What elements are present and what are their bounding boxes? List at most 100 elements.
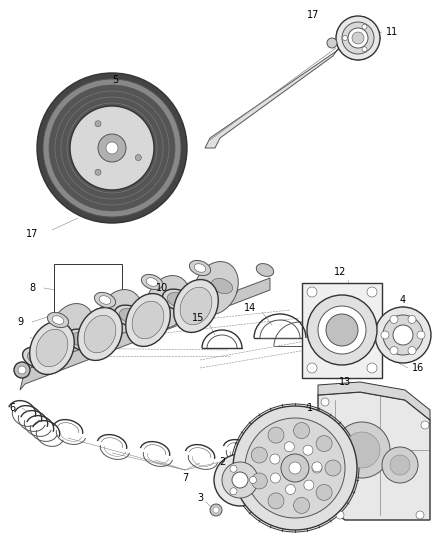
Circle shape <box>316 484 332 500</box>
Ellipse shape <box>95 293 116 308</box>
Circle shape <box>281 454 309 482</box>
Circle shape <box>245 418 345 518</box>
Circle shape <box>343 36 347 41</box>
Circle shape <box>268 493 284 509</box>
Text: 17: 17 <box>26 229 38 239</box>
Ellipse shape <box>212 278 233 294</box>
Ellipse shape <box>98 289 142 343</box>
Circle shape <box>135 155 141 160</box>
Text: 10: 10 <box>156 283 168 293</box>
Circle shape <box>98 134 126 162</box>
Circle shape <box>213 507 219 513</box>
Circle shape <box>344 432 380 468</box>
Circle shape <box>293 423 310 439</box>
Circle shape <box>230 488 237 495</box>
Circle shape <box>303 445 313 455</box>
Circle shape <box>106 142 118 154</box>
Circle shape <box>381 331 389 339</box>
Text: 2: 2 <box>219 457 225 467</box>
Circle shape <box>307 363 317 373</box>
Circle shape <box>312 462 322 472</box>
Text: 9: 9 <box>17 317 23 327</box>
Ellipse shape <box>67 329 97 351</box>
Circle shape <box>367 363 377 373</box>
Bar <box>54 264 122 326</box>
Ellipse shape <box>174 279 218 333</box>
Text: 8: 8 <box>29 283 35 293</box>
Circle shape <box>222 462 258 498</box>
Circle shape <box>270 454 280 464</box>
Ellipse shape <box>49 304 94 357</box>
Circle shape <box>334 422 390 478</box>
Circle shape <box>408 316 416 324</box>
Ellipse shape <box>78 308 122 360</box>
Circle shape <box>382 447 418 483</box>
Circle shape <box>348 28 368 48</box>
Circle shape <box>316 435 332 451</box>
Circle shape <box>421 421 429 429</box>
Circle shape <box>390 455 410 475</box>
Ellipse shape <box>146 276 190 328</box>
Text: 6: 6 <box>9 403 15 413</box>
Ellipse shape <box>28 350 49 366</box>
Circle shape <box>342 22 374 54</box>
Ellipse shape <box>52 316 64 324</box>
Ellipse shape <box>115 305 145 327</box>
Circle shape <box>232 472 248 488</box>
Circle shape <box>312 463 322 473</box>
Text: 4: 4 <box>400 295 406 305</box>
Circle shape <box>325 460 341 476</box>
Circle shape <box>352 32 364 44</box>
Circle shape <box>408 346 416 354</box>
Text: 12: 12 <box>334 267 346 277</box>
Circle shape <box>336 511 344 519</box>
Bar <box>302 282 382 377</box>
Text: 3: 3 <box>197 493 203 503</box>
Text: 15: 15 <box>192 313 204 323</box>
Ellipse shape <box>132 301 164 339</box>
Circle shape <box>268 427 284 443</box>
Ellipse shape <box>256 264 274 277</box>
Polygon shape <box>20 278 270 390</box>
Circle shape <box>95 121 101 127</box>
Circle shape <box>383 315 423 355</box>
Circle shape <box>14 362 30 378</box>
Circle shape <box>307 287 317 297</box>
Circle shape <box>417 331 425 339</box>
Ellipse shape <box>23 347 53 369</box>
Text: 16: 16 <box>412 363 424 373</box>
Circle shape <box>307 295 377 365</box>
Circle shape <box>43 79 181 217</box>
Circle shape <box>416 511 424 519</box>
Polygon shape <box>205 46 340 148</box>
Circle shape <box>367 287 377 297</box>
Circle shape <box>286 484 295 495</box>
Ellipse shape <box>162 289 194 311</box>
Ellipse shape <box>126 294 170 346</box>
Circle shape <box>284 442 294 452</box>
Text: 17: 17 <box>307 10 319 20</box>
Circle shape <box>95 169 101 175</box>
Circle shape <box>100 136 124 160</box>
Ellipse shape <box>120 309 141 324</box>
Text: 5: 5 <box>112 75 118 85</box>
Ellipse shape <box>71 333 92 348</box>
Circle shape <box>251 473 267 489</box>
Circle shape <box>362 24 367 29</box>
Circle shape <box>326 314 358 346</box>
Ellipse shape <box>99 296 111 304</box>
Polygon shape <box>318 392 430 520</box>
Text: 1: 1 <box>307 403 313 413</box>
Circle shape <box>18 366 26 374</box>
Circle shape <box>362 47 367 52</box>
Circle shape <box>233 406 357 530</box>
Circle shape <box>321 398 329 406</box>
Ellipse shape <box>189 261 211 276</box>
Circle shape <box>270 473 280 483</box>
Circle shape <box>70 106 154 190</box>
Ellipse shape <box>30 321 74 375</box>
Circle shape <box>327 38 337 48</box>
Polygon shape <box>318 382 430 420</box>
Circle shape <box>251 447 267 463</box>
Circle shape <box>289 462 301 474</box>
